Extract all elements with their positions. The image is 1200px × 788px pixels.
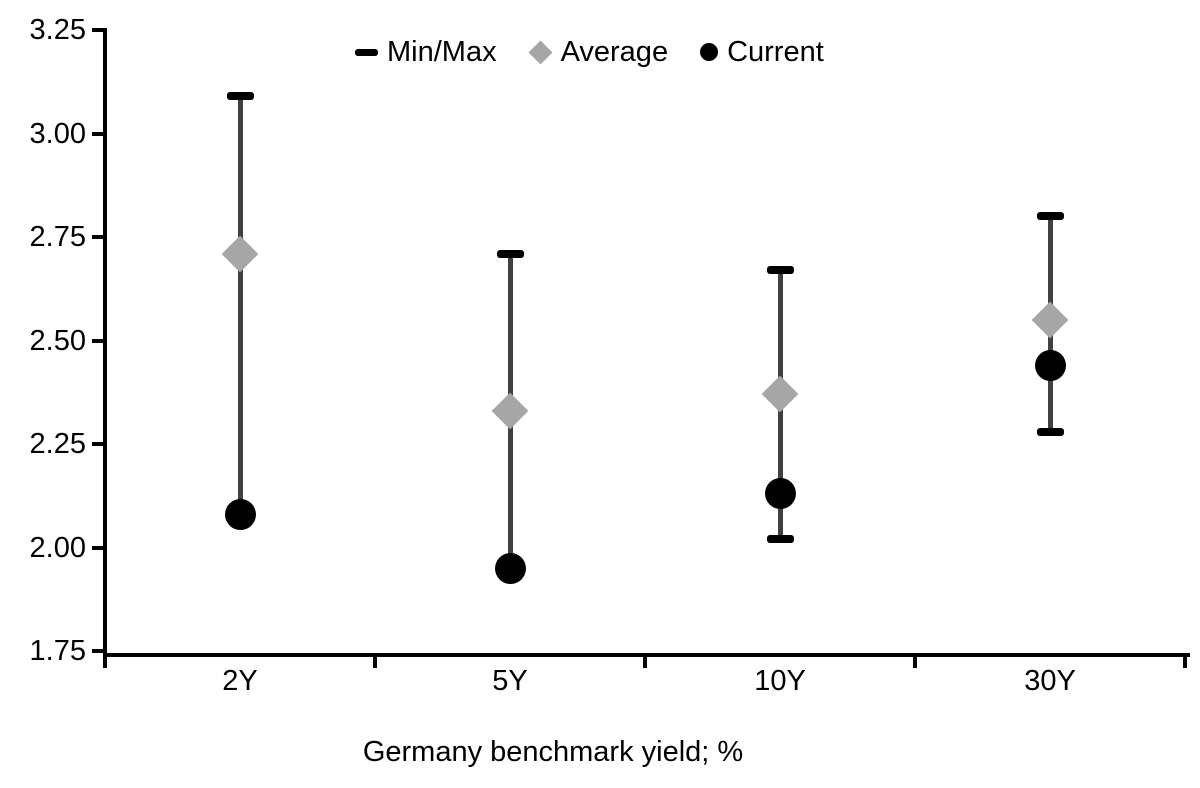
minmax-max-cap [226,92,254,101]
x-axis-title: Germany benchmark yield; % [362,736,744,768]
y-tick-mark [92,338,105,343]
current-circle-marker [224,498,256,530]
legend-item-average: Average [528,36,669,68]
y-tick-mark [92,131,105,136]
average-diamond-icon [528,39,553,65]
average-diamond-marker [1031,301,1069,339]
minmax-min-cap [766,535,794,544]
x-category-label: 5Y [492,665,528,697]
current-circle-marker [764,478,796,510]
x-tick-mark [643,653,647,668]
y-tick-label: 1.75 [29,635,86,667]
current-circle-marker [1034,349,1066,381]
y-tick-label: 2.25 [29,428,86,460]
x-category-label: 30Y [1024,665,1076,697]
x-tick-mark [103,653,107,668]
legend-item-current: Current [700,36,824,68]
y-tick-mark [92,235,105,239]
legend-item-minmax: Min/Max [355,36,497,68]
average-diamond-marker [761,375,799,413]
minmax-min-cap [1036,427,1064,436]
chart-legend: Min/Max Average Current [355,36,824,68]
x-tick-mark [913,653,917,668]
y-tick-mark [92,442,105,446]
current-circle-icon [700,43,719,61]
y-tick-mark [92,545,105,550]
legend-label-average: Average [560,36,669,68]
x-tick-mark [1183,653,1187,668]
y-tick-label: 2.75 [29,221,86,253]
y-tick-mark [92,28,105,32]
y-tick-label: 2.50 [29,324,86,357]
y-axis-line [103,28,107,659]
minmax-max-cap [496,249,524,258]
legend-label-minmax: Min/Max [387,36,497,68]
y-tick-label: 3.00 [29,117,86,150]
minmax-max-cap [766,266,794,275]
y-tick-label: 2.00 [29,531,86,564]
legend-label-current: Current [727,36,824,68]
x-category-label: 10Y [754,665,806,697]
average-diamond-marker [221,235,259,272]
minmax-max-cap [1036,212,1064,221]
y-tick-mark [92,649,105,653]
minmax-whisker-line [237,96,243,515]
minmax-dash-icon [355,48,378,56]
x-tick-mark [373,653,377,668]
average-diamond-marker [491,392,529,430]
x-category-label: 2Y [222,665,258,697]
current-circle-marker [494,552,526,584]
y-tick-label: 3.25 [29,14,86,46]
